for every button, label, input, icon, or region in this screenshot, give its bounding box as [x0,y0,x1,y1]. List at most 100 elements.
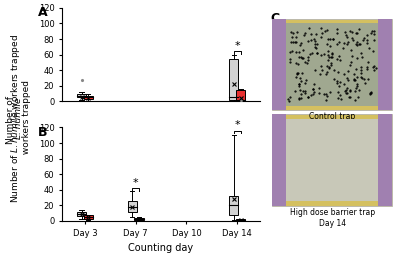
Bar [272,19,286,110]
Bar [272,114,392,206]
Point [305,39,311,43]
Point [334,27,340,31]
Point [335,96,341,100]
Point [361,77,367,81]
Point [354,95,361,99]
Point [318,68,325,73]
Text: Number of: Number of [6,93,15,144]
Point [293,50,299,54]
Point [296,54,303,59]
Point [340,72,347,76]
Bar [378,114,392,206]
Point [347,88,353,92]
Point [294,29,300,34]
Point [286,60,293,64]
Point [300,48,307,52]
Point [318,26,324,30]
Point [321,52,327,56]
Point [349,36,355,40]
Text: L. humile: L. humile [14,98,23,139]
Point [297,96,304,100]
Point [345,78,352,82]
Point [353,67,359,71]
Point [335,70,342,74]
Point [358,65,364,69]
Point [324,70,330,74]
Point [370,68,377,72]
Point [334,80,340,85]
Point [364,33,370,37]
Point [305,95,311,99]
Point [325,49,332,53]
Point [319,31,325,36]
Point [340,46,347,50]
Point [345,40,351,44]
Point [364,65,370,69]
Point [344,35,350,39]
Point [307,52,314,56]
Point [324,64,330,68]
Point [343,88,350,92]
Point [323,72,330,76]
Point [327,44,333,48]
Point [354,75,360,79]
Point [302,90,309,95]
Point [297,43,303,47]
Point [356,88,362,93]
Point [321,92,327,96]
Point [293,34,299,39]
Point [297,88,303,92]
Point [310,92,316,96]
Point [344,91,350,95]
Point [368,91,374,95]
Point [310,87,316,92]
Point [298,79,304,84]
Point [286,98,292,103]
Point [351,77,357,82]
Point [354,40,360,44]
Point [288,30,294,34]
Bar [229,196,238,215]
Text: *: * [234,120,240,130]
Point [344,86,350,90]
Point [299,89,306,93]
Text: workers trapped: workers trapped [22,80,31,157]
Bar [229,58,238,100]
Point [336,40,342,44]
Point [360,36,367,40]
Point [356,27,363,31]
Point [300,56,306,60]
Point [305,55,311,59]
Point [310,87,316,91]
Point [301,81,308,85]
Point [326,65,333,70]
Point [293,40,300,44]
Point [358,51,365,55]
Point [324,42,330,46]
Bar [128,201,137,211]
Point [309,51,315,55]
Point [314,51,320,55]
Point [296,82,302,86]
Point [292,89,298,93]
Point [343,91,350,95]
Bar [134,218,144,220]
Point [358,76,365,80]
Point [358,74,364,79]
Point [342,30,349,34]
Bar [77,94,86,97]
Point [353,42,360,46]
Point [324,28,330,32]
Text: B: B [38,126,48,139]
Point [358,71,364,75]
Point [305,95,312,99]
Point [294,72,300,76]
Point [286,57,293,61]
Point [296,96,302,100]
Point [312,32,319,36]
Point [334,31,340,35]
Text: *: * [234,41,240,51]
Point [334,42,340,46]
Point [310,37,317,41]
Point [304,60,310,65]
